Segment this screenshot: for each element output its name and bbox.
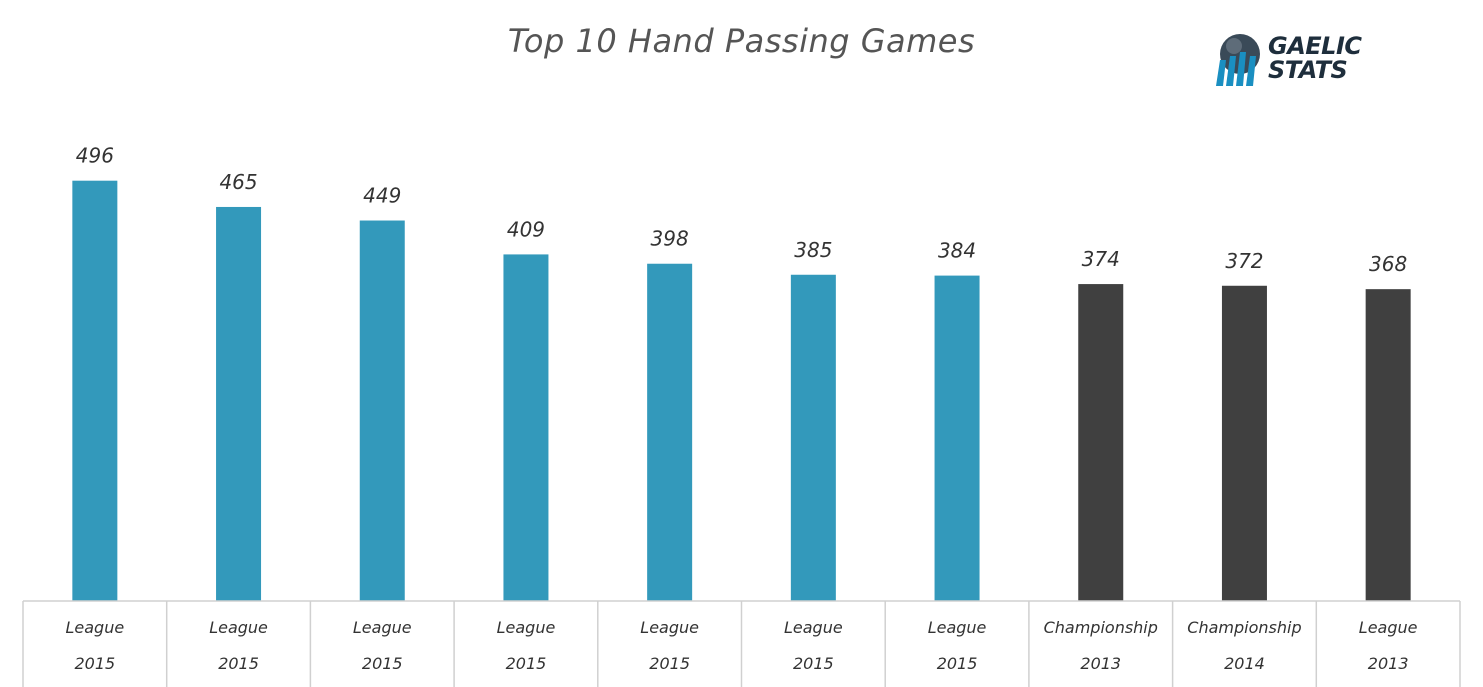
bar — [1365, 289, 1411, 601]
category-label: League — [497, 618, 556, 637]
logo-icon — [1216, 34, 1260, 86]
data-label: 368 — [1369, 252, 1407, 276]
category-year-label: 2015 — [362, 654, 403, 673]
category-year-label: 2015 — [218, 654, 259, 673]
data-label: 385 — [794, 238, 832, 262]
category-year-label: 2015 — [506, 654, 547, 673]
bar — [1078, 284, 1124, 601]
data-label: 449 — [363, 184, 401, 208]
category-year-label: 2015 — [649, 654, 690, 673]
category-label: League — [640, 618, 699, 637]
bar — [359, 220, 405, 601]
category-label: League — [353, 618, 412, 637]
category-year-label: 2015 — [74, 654, 115, 673]
bar — [1221, 285, 1267, 601]
category-year-label: 2013 — [1368, 654, 1409, 673]
category-label: League — [65, 618, 124, 637]
bar — [503, 254, 549, 602]
category-year-label: 2015 — [793, 654, 834, 673]
category-label: League — [784, 618, 843, 637]
data-label: 384 — [938, 239, 976, 263]
data-label: 496 — [76, 144, 114, 168]
gaelic-stats-logo: GAELIC STATS — [1214, 30, 1374, 90]
data-label: 409 — [507, 217, 545, 241]
category-label: League — [209, 618, 268, 637]
logo-line2: STATS — [1268, 56, 1348, 84]
category-year-label: 2014 — [1224, 654, 1265, 673]
category-label: Championship — [1044, 618, 1158, 637]
chart-title: Top 10 Hand Passing Games — [507, 22, 976, 60]
bar — [934, 275, 980, 601]
category-label: Championship — [1187, 618, 1301, 637]
bar — [790, 274, 836, 601]
category-year-label: 2015 — [937, 654, 978, 673]
data-label: 398 — [651, 227, 689, 251]
bar — [72, 180, 118, 601]
logo-line1: GAELIC — [1268, 32, 1362, 60]
category-year-label: 2013 — [1080, 654, 1121, 673]
bar — [647, 263, 693, 601]
data-label: 465 — [219, 170, 257, 194]
category-label: League — [928, 618, 987, 637]
logo-text: GAELIC STATS — [1268, 34, 1362, 82]
data-label: 374 — [1082, 247, 1120, 271]
bar — [216, 206, 262, 602]
data-label: 372 — [1225, 249, 1263, 273]
category-label: League — [1359, 618, 1418, 637]
